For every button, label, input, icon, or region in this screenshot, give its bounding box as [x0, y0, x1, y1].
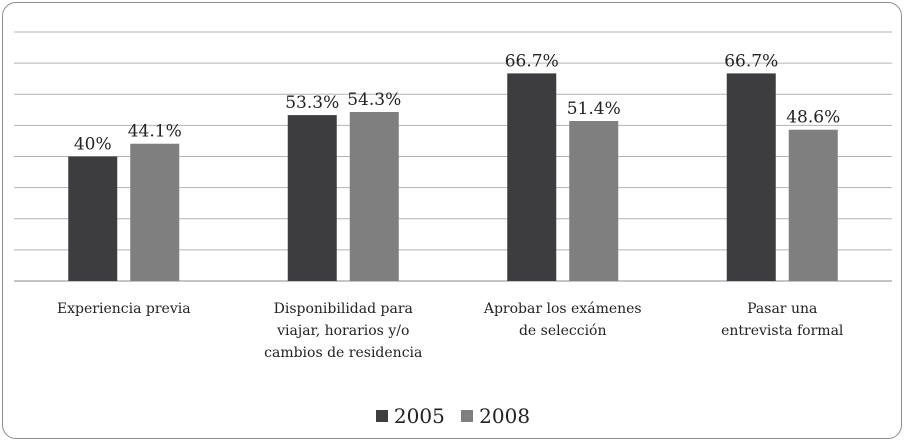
data-label-2008-pasar-entrevista: 48.6%: [786, 108, 840, 128]
category-label-experiencia-previa: Experiencia previa: [56, 301, 191, 317]
bar-2005-experiencia-previa: [68, 156, 118, 281]
bar-2008-pasar-entrevista: [788, 129, 838, 281]
category-label-pasar-entrevista: Pasar una entrevista formal: [721, 301, 844, 339]
legend: 2005 2008: [0, 402, 906, 428]
legend-label-2008: 2008: [479, 403, 531, 428]
legend-label-2005: 2005: [393, 403, 445, 428]
data-label-2005-disponibilidad: 53.3%: [285, 93, 339, 113]
data-label-2008-disponibilidad: 54.3%: [347, 90, 401, 110]
bar-2008-experiencia-previa: [130, 143, 180, 281]
bar-2005-pasar-entrevista: [726, 73, 776, 282]
data-label-2008-experiencia-previa: 44.1%: [128, 122, 182, 142]
bar-2008-disponibilidad: [349, 111, 399, 282]
category-label-aprobar-examenes: Aprobar los exámenes de selección: [483, 301, 642, 339]
legend-item-2005: 2005: [375, 403, 445, 428]
legend-swatch-2005: [375, 409, 388, 422]
data-label-2005-experiencia-previa: 40%: [74, 135, 112, 155]
data-label-2008-aprobar-examenes: 51.4%: [567, 99, 621, 119]
bar-2005-aprobar-examenes: [507, 73, 557, 282]
bar-2005-disponibilidad: [287, 115, 337, 281]
category-label-disponibilidad: Disponibilidad para viajar, horarios y/o…: [264, 301, 423, 361]
data-label-2005-pasar-entrevista: 66.7%: [724, 51, 778, 71]
legend-swatch-2008: [461, 409, 474, 422]
data-label-2005-aprobar-examenes: 66.7%: [505, 51, 559, 71]
legend-item-2008: 2008: [461, 404, 530, 428]
bar-2008-aprobar-examenes: [569, 121, 619, 281]
